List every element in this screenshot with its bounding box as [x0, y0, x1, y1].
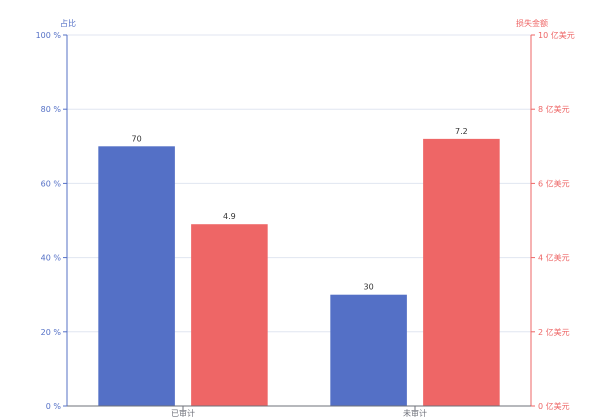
left-axis-tick-label: 100 % [36, 31, 62, 40]
x-axis-tick-label: 已审计 [171, 408, 195, 417]
left-axis-tick-label: 40 % [41, 254, 62, 263]
left-axis-tick-label: 80 % [41, 105, 62, 114]
bar [98, 146, 175, 407]
left-axis-tick-label: 20 % [41, 328, 62, 337]
right-axis-tick-label: 6 亿美元 [538, 178, 570, 188]
bar-data-label: 7.2 [455, 127, 468, 136]
bar [423, 138, 500, 406]
bar-data-label: 70 [132, 134, 142, 143]
axes-layer: 0 % 20 % 40 % 60 % 80 % 100 % 0 亿美元 2 亿美元 4 亿美元 6… [36, 30, 575, 417]
x-axis-tick-label: 未审计 [403, 408, 427, 417]
left-axis-tick-label: 0 % [46, 402, 62, 411]
right-axis-tick-label: 4 亿美元 [538, 253, 570, 263]
bar [191, 224, 268, 406]
bar [330, 294, 407, 406]
bar-data-label: 30 [364, 283, 374, 292]
left-axis-tick-label: 60 % [41, 179, 62, 188]
left-axis-name: 占比 [60, 18, 76, 28]
bar-data-label: 4.9 [223, 212, 236, 221]
right-axis-tick-label: 10 亿美元 [538, 30, 575, 40]
right-axis-tick-label: 0 亿美元 [538, 401, 570, 411]
right-axis-tick-label: 2 亿美元 [538, 327, 570, 337]
right-axis-name: 损失金额 [516, 18, 548, 28]
labels-layer: 70 4.9 30 7.2 [132, 127, 468, 292]
right-axis-tick-label: 8 亿美元 [538, 104, 570, 114]
bars-layer [98, 138, 500, 407]
